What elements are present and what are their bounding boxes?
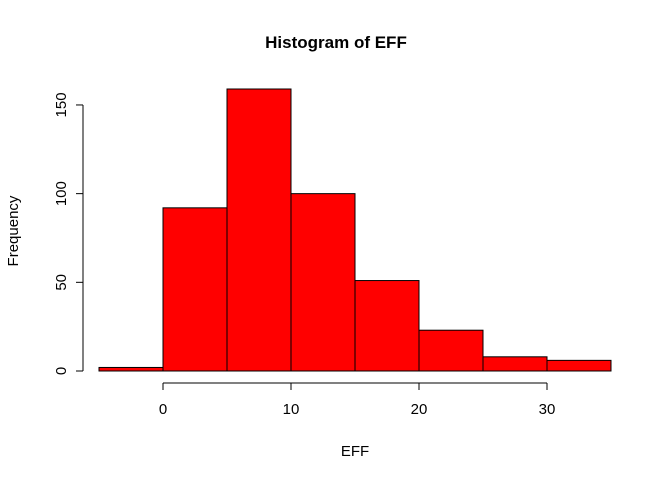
x-axis-label: EFF <box>341 443 369 460</box>
x-tick-label-1: 10 <box>283 401 300 418</box>
y-axis: 0 50 100 150 <box>53 92 84 375</box>
bars-group <box>98 88 612 372</box>
y-tick-label-2: 100 <box>53 181 70 206</box>
y-tick-label-1: 50 <box>53 274 70 291</box>
x-tick-label-0: 0 <box>159 401 167 418</box>
histogram-bar-4 <box>354 280 420 372</box>
y-tick-label-3: 150 <box>53 92 70 117</box>
histogram-bar-1 <box>162 207 228 372</box>
histogram-bar-5 <box>418 329 484 372</box>
histogram-bar-7 <box>546 359 612 372</box>
y-axis-label: Frequency <box>5 195 22 266</box>
x-axis: 0 10 20 30 <box>159 382 556 418</box>
histogram-bar-3 <box>290 193 356 372</box>
x-tick-label-3: 30 <box>539 401 556 418</box>
histogram-bar-0 <box>98 366 164 372</box>
histogram-bar-2 <box>226 88 292 372</box>
y-tick-label-0: 0 <box>53 367 70 375</box>
chart-title: Histogram of EFF <box>265 33 407 52</box>
x-tick-label-2: 20 <box>411 401 428 418</box>
histogram-bar-6 <box>482 356 548 372</box>
